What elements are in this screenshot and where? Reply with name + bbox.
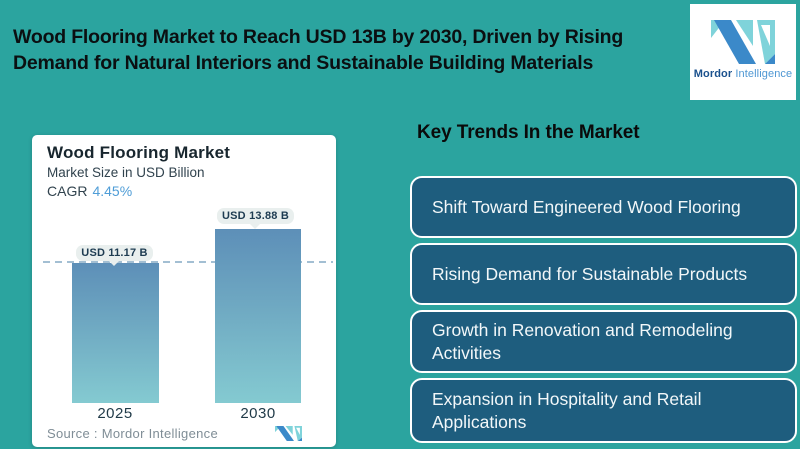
cagr-value: 4.45% <box>92 183 133 199</box>
bar-value-pointer-2030 <box>250 224 260 229</box>
page-title: Wood Flooring Market to Reach USD 13B by… <box>13 24 623 76</box>
market-chart-card: Wood Flooring Market Market Size in USD … <box>32 135 336 447</box>
mordor-m-icon <box>711 20 775 64</box>
page-title-line-2: Demand for Natural Interiors and Sustain… <box>13 52 594 74</box>
source-attribution: Source : Mordor Intelligence <box>47 426 218 441</box>
cagr-label: CAGR <box>47 183 88 199</box>
reference-dashed-line <box>43 261 333 263</box>
chart-title: Wood Flooring Market <box>47 143 231 162</box>
chart-subtitle: Market Size in USD Billion <box>47 165 205 180</box>
brand-name-secondary: Intelligence <box>735 68 793 80</box>
trend-item-renovation-remodeling: Growth in Renovation and Remodeling Acti… <box>410 310 797 373</box>
bar-value-pointer-2025 <box>109 261 119 266</box>
trend-item-label: Shift Toward Engineered Wood Flooring <box>432 196 741 217</box>
bar-2025 <box>72 263 159 403</box>
trend-item-label: Expansion in Hospitality and Retail Appl… <box>432 388 702 432</box>
bar-value-label-2030: USD 13.88 B <box>217 208 294 224</box>
trend-item-label: Growth in Renovation and Remodeling Acti… <box>432 319 733 363</box>
trend-item-engineered-wood: Shift Toward Engineered Wood Flooring <box>410 176 797 238</box>
trend-item-label: Rising Demand for Sustainable Products <box>432 263 748 284</box>
chart-cagr: CAGR 4.45% <box>47 183 132 199</box>
bar-2030 <box>215 229 301 403</box>
brand-logo-text: Mordor Intelligence <box>694 68 793 80</box>
brand-name-primary: Mordor <box>693 68 733 80</box>
trends-heading: Key Trends In the Market <box>417 122 640 143</box>
x-axis-label-2030: 2030 <box>240 405 276 422</box>
trend-item-hospitality-retail: Expansion in Hospitality and Retail Appl… <box>410 378 797 443</box>
trend-item-sustainable-products: Rising Demand for Sustainable Products <box>410 243 797 305</box>
page-title-line-1: Wood Flooring Market to Reach USD 13B by… <box>13 26 624 48</box>
brand-logo: Mordor Intelligence <box>690 4 796 100</box>
x-axis-label-2025: 2025 <box>97 405 133 422</box>
bar-value-label-2025: USD 11.17 B <box>76 245 153 261</box>
mordor-m-mini-icon <box>275 426 302 441</box>
